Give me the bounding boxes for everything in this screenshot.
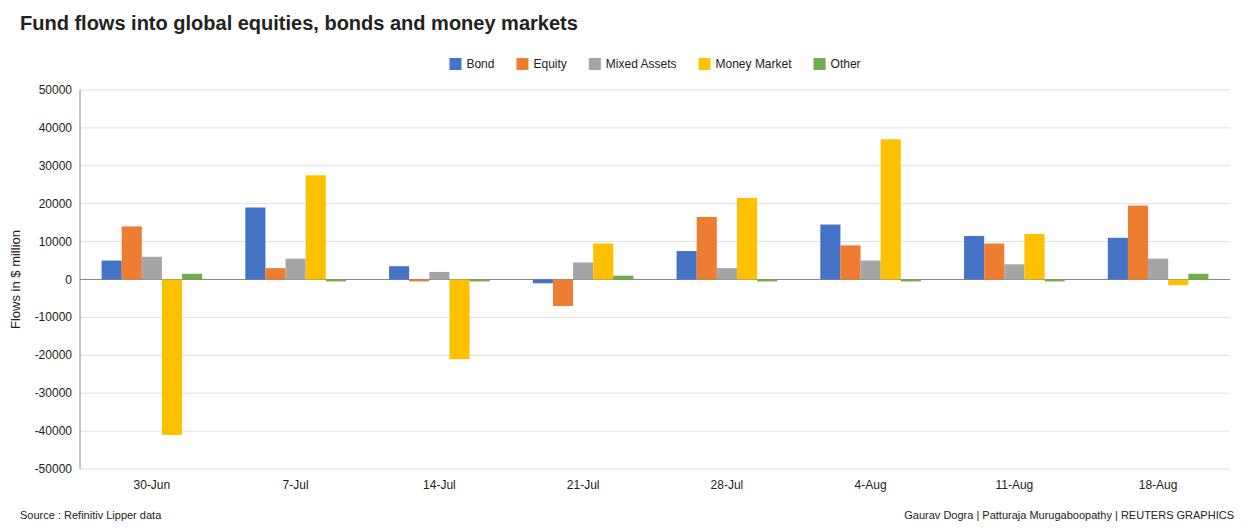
y-tick-label: 20000 (39, 197, 73, 211)
bar (1168, 280, 1188, 286)
legend-swatch (449, 58, 461, 70)
x-tick-label: 30-Jun (134, 478, 171, 492)
bar (881, 139, 901, 279)
legend-label: Bond (466, 57, 494, 71)
grid-line (80, 431, 1230, 432)
bar (286, 259, 306, 280)
x-tick-label: 18-Aug (1139, 478, 1178, 492)
legend: Bond Equity Mixed Assets Money Market Other (449, 57, 860, 71)
y-tick-label: 50000 (39, 83, 73, 97)
bar (449, 280, 469, 360)
legend-item: Bond (449, 57, 494, 71)
legend-swatch (589, 58, 601, 70)
bar (533, 280, 553, 284)
y-axis-label: Flows in $ million (8, 230, 23, 329)
bar (757, 280, 777, 282)
y-tick-label: -10000 (35, 310, 73, 324)
grid-line (80, 317, 1230, 318)
bar (984, 243, 1004, 279)
legend-swatch (516, 58, 528, 70)
legend-label: Other (831, 57, 861, 71)
bar (717, 268, 737, 279)
y-tick-label: -30000 (35, 386, 73, 400)
y-axis-line (80, 90, 81, 469)
bar (964, 236, 984, 280)
y-tick-label: 40000 (39, 121, 73, 135)
legend-item: Other (814, 57, 861, 71)
legend-swatch (699, 58, 711, 70)
x-tick-label: 11-Aug (995, 478, 1033, 492)
y-tick-label: 30000 (39, 159, 73, 173)
legend-label: Money Market (716, 57, 793, 71)
bar (861, 261, 881, 280)
grid-line (80, 469, 1230, 470)
grid-line (80, 127, 1230, 128)
bar (409, 280, 429, 282)
bar (1108, 238, 1128, 280)
bar (142, 257, 162, 280)
title: Fund flows into global equities, bonds a… (20, 12, 578, 34)
bar (593, 243, 613, 279)
bar (613, 276, 633, 280)
x-tick-label: 28-Jul (711, 478, 744, 492)
y-tick-label: -20000 (35, 348, 73, 362)
y-tick-label: 0 (65, 273, 72, 287)
bars (102, 139, 1209, 435)
bar (1004, 264, 1024, 279)
grid (80, 90, 1230, 469)
legend-swatch (814, 58, 826, 70)
bar (1045, 280, 1065, 282)
y-tick-label: 10000 (39, 235, 73, 249)
grid-line (80, 165, 1230, 166)
legend-label: Mixed Assets (606, 57, 677, 71)
bar (162, 280, 182, 435)
bar (840, 245, 860, 279)
grid-line (80, 203, 1230, 204)
y-tick-label: -50000 (35, 462, 73, 476)
bar (245, 207, 265, 279)
x-tick-label: 21-Jul (567, 478, 600, 492)
annotation: Source : Refinitiv Lipper data (20, 509, 162, 521)
bar (820, 225, 840, 280)
bar (697, 217, 717, 280)
x-tick-label: 7-Jul (283, 478, 309, 492)
annotation: Gaurav Dogra | Patturaja Murugaboopathy … (904, 509, 1234, 521)
grid-line (80, 393, 1230, 394)
grid-line (80, 355, 1230, 356)
bar (102, 261, 122, 280)
bar (737, 198, 757, 279)
legend-item: Equity (516, 57, 566, 71)
bar (901, 280, 921, 282)
legend-label: Equity (533, 57, 566, 71)
bar (1024, 234, 1044, 279)
chart: Fund flows into global equities, bonds a… (0, 0, 1254, 531)
bar (265, 268, 285, 279)
bar (182, 274, 202, 280)
legend-item: Mixed Assets (589, 57, 677, 71)
x-tick-label: 14-Jul (423, 478, 456, 492)
bar (553, 280, 573, 307)
bar (1128, 206, 1148, 280)
bar (429, 272, 449, 280)
grid-line (80, 90, 1230, 91)
bar (1188, 274, 1208, 280)
legend-item: Money Market (699, 57, 793, 71)
x-tick-label: 4-Aug (855, 478, 887, 492)
y-tick-label: -40000 (35, 424, 73, 438)
bar (326, 280, 346, 282)
bar (573, 262, 593, 279)
bar (122, 226, 142, 279)
bar (677, 251, 697, 279)
bar (1148, 259, 1168, 280)
bar (470, 280, 490, 282)
bar (389, 266, 409, 279)
bar (306, 175, 326, 279)
